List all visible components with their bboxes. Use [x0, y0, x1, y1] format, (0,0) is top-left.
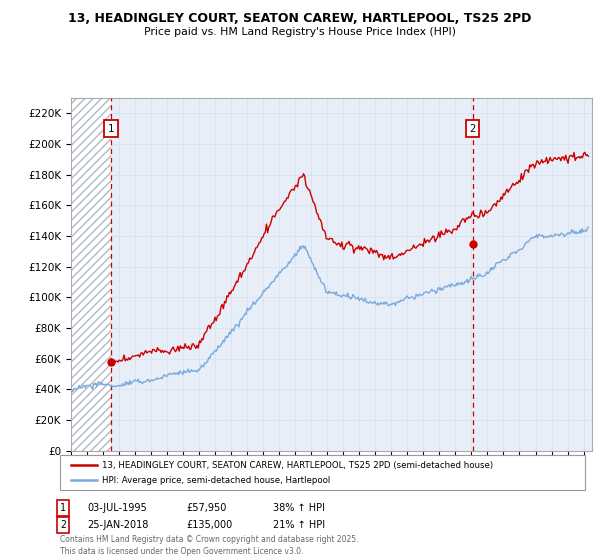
- Text: 1: 1: [60, 503, 66, 513]
- Text: Contains HM Land Registry data © Crown copyright and database right 2025.
This d: Contains HM Land Registry data © Crown c…: [60, 535, 359, 556]
- Text: 13, HEADINGLEY COURT, SEATON CAREW, HARTLEPOOL, TS25 2PD (semi-detached house): 13, HEADINGLEY COURT, SEATON CAREW, HART…: [102, 460, 493, 469]
- Text: HPI: Average price, semi-detached house, Hartlepool: HPI: Average price, semi-detached house,…: [102, 476, 330, 485]
- Text: 21% ↑ HPI: 21% ↑ HPI: [273, 520, 325, 530]
- Text: Price paid vs. HM Land Registry's House Price Index (HPI): Price paid vs. HM Land Registry's House …: [144, 27, 456, 37]
- Text: 25-JAN-2018: 25-JAN-2018: [87, 520, 148, 530]
- Text: £57,950: £57,950: [186, 503, 226, 513]
- Text: 03-JUL-1995: 03-JUL-1995: [87, 503, 147, 513]
- Text: £135,000: £135,000: [186, 520, 232, 530]
- Text: 2: 2: [60, 520, 66, 530]
- Text: 38% ↑ HPI: 38% ↑ HPI: [273, 503, 325, 513]
- Text: 13, HEADINGLEY COURT, SEATON CAREW, HARTLEPOOL, TS25 2PD: 13, HEADINGLEY COURT, SEATON CAREW, HART…: [68, 12, 532, 25]
- Text: 2: 2: [469, 124, 476, 134]
- FancyBboxPatch shape: [60, 455, 585, 490]
- Text: 1: 1: [108, 124, 114, 134]
- Bar: [71, 98, 111, 451]
